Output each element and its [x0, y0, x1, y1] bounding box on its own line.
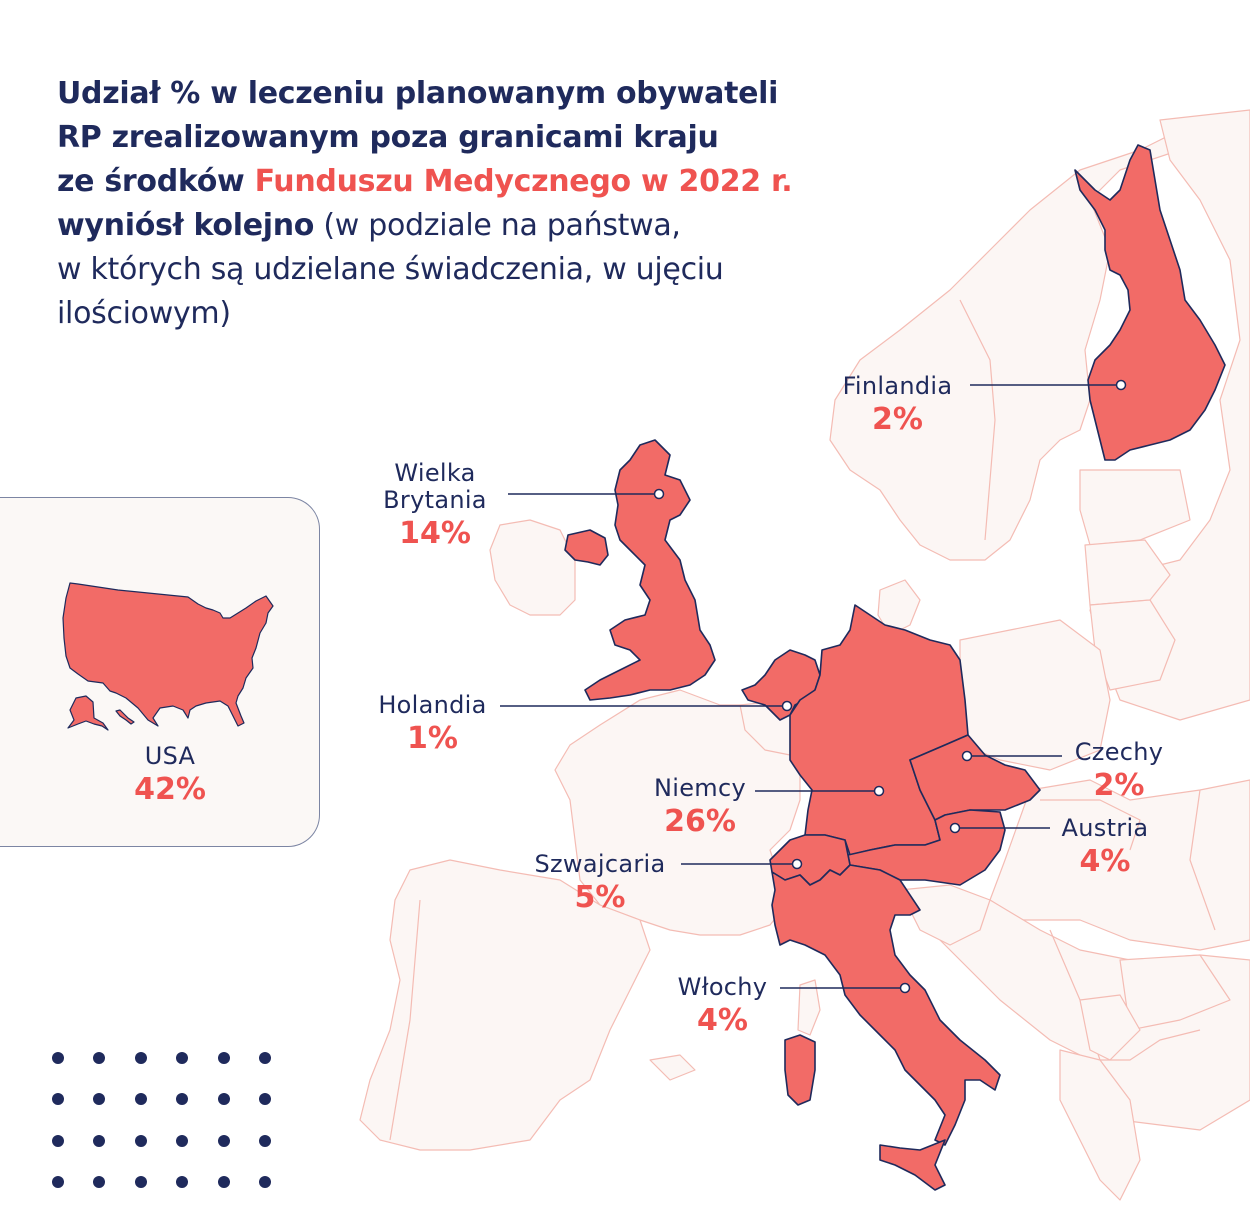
dot [52, 1176, 64, 1188]
dot [135, 1176, 147, 1188]
dot [52, 1135, 64, 1147]
decorative-dot-grid [50, 1050, 275, 1190]
dot [93, 1135, 105, 1147]
label-united-kingdom: Wielka Brytania 14% [365, 460, 505, 554]
title-line-1: Udział % w leczeniu planowanym obywateli [57, 76, 779, 111]
netherlands-marker [781, 700, 793, 712]
northern-ireland-shape [564, 529, 609, 566]
country-value: 1% [407, 721, 458, 756]
germany-marker [873, 785, 885, 797]
dot [218, 1176, 230, 1188]
dot [176, 1093, 188, 1105]
highlighted-countries [564, 144, 1226, 1191]
dot [176, 1176, 188, 1188]
dot [135, 1052, 147, 1064]
title-line-6: ilościowym) [57, 296, 231, 331]
label-usa: USA 42% [110, 743, 230, 810]
label-czechia: Czechy 2% [1063, 739, 1175, 806]
leader-lines [500, 384, 1120, 989]
country-value: 4% [697, 1003, 748, 1038]
title-line-4-bold: wyniósł kolejno [57, 208, 315, 243]
country-name: USA [144, 742, 196, 770]
country-name: Holandia [378, 691, 487, 719]
title-line-2: RP zrealizowanym poza granicami kraju [57, 120, 719, 155]
sardinia-shape [784, 1034, 816, 1106]
country-name: Niemcy [654, 774, 746, 802]
label-netherlands: Holandia 1% [365, 692, 500, 759]
austria-shape [847, 809, 1006, 886]
country-name-line-1: Wielka [394, 459, 476, 487]
country-name: Czechy [1074, 738, 1164, 766]
finland-shape [1074, 144, 1226, 461]
country-name: Austria [1061, 814, 1149, 842]
title-fund-highlight: Funduszu Medycznego w 2022 r. [254, 164, 793, 199]
dot [218, 1135, 230, 1147]
dot [52, 1093, 64, 1105]
title-line-3-prefix: ze środków [57, 164, 255, 199]
country-value: 5% [574, 880, 626, 915]
dot [93, 1052, 105, 1064]
dot [259, 1093, 271, 1105]
switzerland-marker [791, 858, 803, 870]
country-name-line-2: Brytania [383, 486, 487, 514]
dot [259, 1135, 271, 1147]
dot [135, 1135, 147, 1147]
dot [135, 1093, 147, 1105]
sicily-shape [879, 1139, 946, 1191]
country-value: 2% [1093, 768, 1145, 803]
uk-shape [584, 439, 716, 701]
czechia-marker [961, 750, 973, 762]
label-italy: Włochy 4% [665, 974, 780, 1041]
italy-marker [899, 982, 911, 994]
country-name: Finlandia [842, 372, 953, 400]
country-value: 4% [1079, 844, 1131, 879]
uk-marker [653, 488, 665, 500]
dot [259, 1176, 271, 1188]
country-value: 26% [664, 804, 736, 839]
label-austria: Austria 4% [1050, 815, 1160, 882]
usa-map-icon [62, 582, 274, 731]
page-title: Udział % w leczeniu planowanym obywateli… [57, 72, 917, 336]
country-value: 14% [399, 516, 471, 551]
dot [176, 1052, 188, 1064]
country-value: 42% [134, 772, 206, 807]
country-value: 2% [872, 402, 923, 437]
country-name: Szwajcaria [534, 850, 666, 878]
country-name: Włochy [677, 973, 768, 1001]
dot [93, 1093, 105, 1105]
dot [218, 1052, 230, 1064]
italy-shape [771, 864, 1001, 1146]
dot [259, 1052, 271, 1064]
usa-card [0, 497, 320, 847]
dot [218, 1093, 230, 1105]
dot [176, 1135, 188, 1147]
finland-marker [1115, 379, 1127, 391]
austria-marker [949, 822, 961, 834]
label-finland: Finlandia 2% [830, 373, 965, 440]
title-line-4-normal: (w podziale na państwa, [314, 208, 681, 243]
title-line-5: w których są udzielane świadczenia, w uj… [57, 252, 724, 287]
location-markers [653, 379, 1127, 994]
label-switzerland: Szwajcaria 5% [520, 851, 680, 918]
dot [52, 1052, 64, 1064]
dot [93, 1176, 105, 1188]
label-germany: Niemcy 26% [635, 775, 765, 842]
